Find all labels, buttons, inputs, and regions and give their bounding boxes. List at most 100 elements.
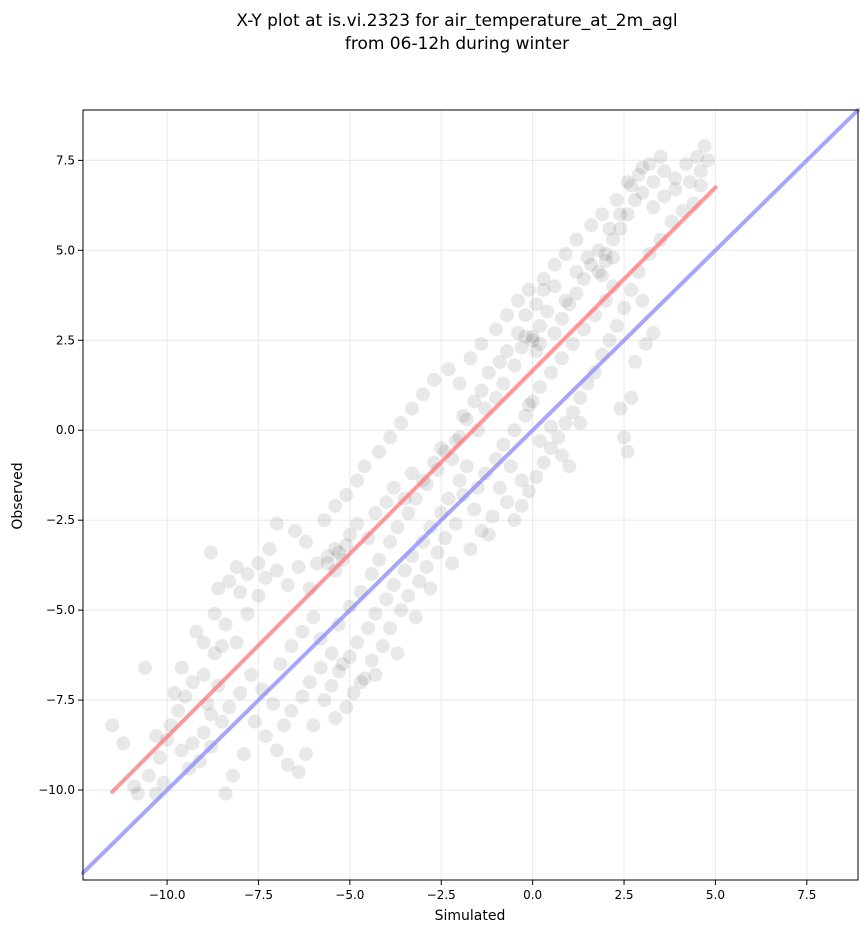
scatter-point [324,646,339,661]
scatter-point [277,718,292,733]
scatter-point [295,689,310,704]
scatter-point [565,405,580,420]
scatter-point [328,541,343,556]
scatter-point [620,207,635,222]
scatter-point [456,408,471,423]
scatter-point [518,329,533,344]
scatter-point [635,185,650,200]
scatter-point [514,498,529,513]
scatter-point [441,491,456,506]
scatter-point [657,164,672,179]
scatter-point [405,401,420,416]
x-tick-label: 2.5 [614,888,633,902]
scatter-point [511,326,526,341]
scatter-point [430,545,445,560]
scatter-point [679,156,694,171]
scatter-point [372,552,387,567]
scatter-point [642,156,657,171]
scatter-point [127,779,142,794]
y-tick-label: 2.5 [56,333,75,347]
scatter-point [225,768,240,783]
scatter-point [562,459,577,474]
scatter-point [269,516,284,531]
scatter-point [203,545,218,560]
scatter-point [196,667,211,682]
scatter-point [558,293,573,308]
scatter-point [529,297,544,312]
scatter-point [218,786,233,801]
scatter-point [569,264,584,279]
scatter-point [105,718,120,733]
scatter-point [266,696,281,711]
scatter-point [317,693,332,708]
scatter-point [214,714,229,729]
scatter-point [309,556,324,571]
scatter-point [448,516,463,531]
scatter-point [500,495,515,510]
scatter-point [368,667,383,682]
scatter-point [306,718,321,733]
scatter-point [478,466,493,481]
scatter-point [328,711,343,726]
scatter-point [280,757,295,772]
scatter-point [609,318,624,333]
scatter-point [591,264,606,279]
scatter-point [507,358,522,373]
scatter-point [152,750,167,765]
scatter-point [554,351,569,366]
scatter-point [580,250,595,265]
scatter-point [521,282,536,297]
scatter-point [587,365,602,380]
scatter-point [452,376,467,391]
x-tick-label: 7.5 [797,888,816,902]
y-tick-label: 0.0 [56,423,75,437]
scatter-point [602,333,617,348]
x-tick-label: −7.5 [244,888,273,902]
scatter-point [397,563,412,578]
scatter-point [521,484,536,499]
scatter-point [408,610,423,625]
scatter-point [500,344,515,359]
scatter-point [613,401,628,416]
scatter-points [105,138,716,801]
scatter-point [258,729,273,744]
scatter-point [543,365,558,380]
scatter-point [244,667,259,682]
scatter-point [364,567,379,582]
scatter-point [463,541,478,556]
x-tick-label: −10.0 [149,888,186,902]
scatter-point [130,786,145,801]
scatter-point [459,459,474,474]
scatter-point [306,610,321,625]
scatter-point [331,664,346,679]
scatter-point [518,308,533,323]
scatter-point [529,470,544,485]
scatter-point [298,534,313,549]
scatter-point [295,624,310,639]
scatter-point [576,272,591,287]
scatter-point [353,675,368,690]
scatter-point [331,617,346,632]
scatter-point [233,585,248,600]
scatter-point [339,700,354,715]
scatter-point [247,714,262,729]
scatter-point [532,318,547,333]
scatter-point [474,523,489,538]
scatter-point [463,351,478,366]
scatter-point [141,768,156,783]
scatter-point [192,754,207,769]
scatter-point [386,577,401,592]
scatter-point [547,257,562,272]
scatter-point [503,459,518,474]
scatter-point [511,293,526,308]
scatter-point [284,703,299,718]
scatter-point [445,556,460,571]
scatter-point [288,523,303,538]
scatter-point [383,430,398,445]
scatter-point [149,729,164,744]
y-tick-label: −10.0 [38,783,75,797]
scatter-point [383,534,398,549]
scatter-point [467,502,482,517]
x-tick-label: 0.0 [523,888,542,902]
scatter-point [668,171,683,186]
